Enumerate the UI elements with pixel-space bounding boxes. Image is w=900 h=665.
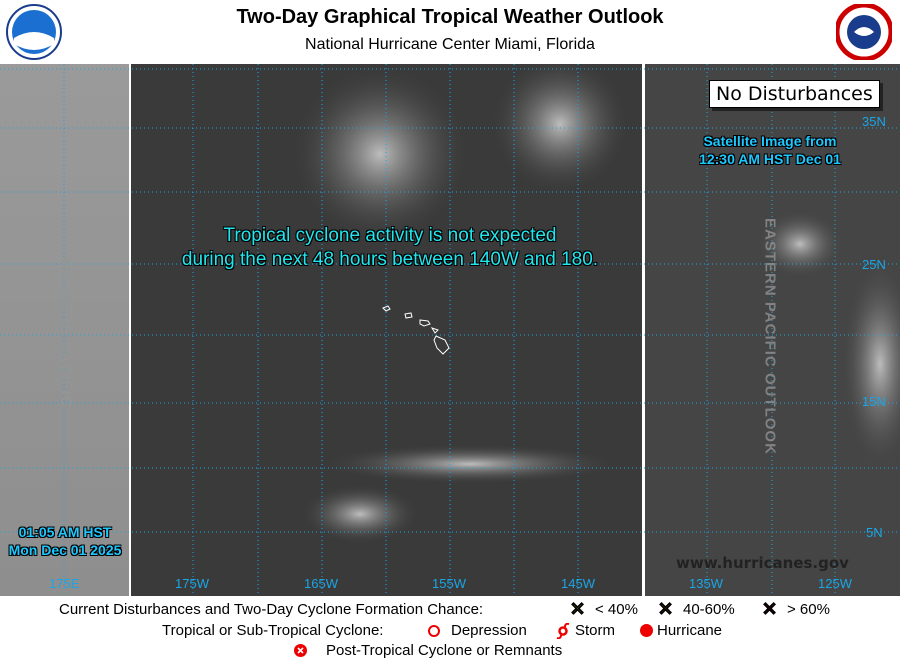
lon-label: 135W [689,576,723,591]
satellite-line-1: Satellite Image from [703,133,837,149]
grid-lines [0,64,900,596]
hurricane-label: Hurricane [657,622,723,639]
message-line-1: Tropical cyclone activity is not expecte… [223,225,557,246]
post-tropical-icon [294,644,307,657]
satellite-map: WESTERN PACIFIC EASTERN PACIFIC OUTLOOK … [0,64,900,596]
noaa-logo [6,4,62,60]
lon-label: 165W [304,576,338,591]
low-chance-x-icon: ✕ [569,599,586,620]
lat-label: 35N [862,114,886,129]
page-title: Two-Day Graphical Tropical Weather Outlo… [236,6,664,28]
website-watermark: www.hurricanes.gov [676,554,849,572]
depression-label: Depression [451,622,527,639]
legend: Current Disturbances and Two-Day Cyclone… [0,596,900,665]
page-subtitle: National Hurricane Center Miami, Florida [305,36,595,53]
lat-label: 25N [862,257,886,272]
formation-chance-label: Current Disturbances and Two-Day Cyclone… [59,601,484,618]
lon-label: 125W [818,576,852,591]
cyclone-label: Tropical or Sub-Tropical Cyclone: [162,622,384,639]
storm-label: Storm [575,622,616,639]
header: Two-Day Graphical Tropical Weather Outlo… [0,0,900,64]
lat-label: 15N [862,394,886,409]
no-disturbances-box: No Disturbances [709,80,880,108]
message-line-2: during the next 48 hours between 140W an… [181,249,599,270]
high-chance-label: > 60% [787,601,830,618]
outlook-message: Tropical cyclone activity is not expecte… [130,224,650,272]
lon-label: 175E [49,576,80,591]
lon-label: 145W [561,576,595,591]
medium-chance-label: 40-60% [683,601,735,618]
western-pacific-label: WESTERN PACIFIC [57,254,75,408]
depression-icon [428,625,440,637]
nws-logo [836,4,892,60]
low-chance-label: < 40% [595,601,638,618]
storm-icon [556,623,570,639]
post-tropical-label: Post-Tropical Cyclone or Remnants [326,642,563,659]
lon-label: 155W [432,576,466,591]
eastern-pacific-label: EASTERN PACIFIC OUTLOOK [761,218,779,455]
satellite-line-2: 12:30 AM HST Dec 01 [699,151,841,167]
hawaii-islands [382,305,450,355]
map-background [0,64,900,596]
medium-chance-x-icon: ✕ [657,599,674,620]
issue-time: 01:05 AM HST Mon Dec 01 2025 [0,523,130,559]
hurricane-icon [640,624,653,637]
high-chance-x-icon: ✕ [761,599,778,620]
lat-label: 5N [866,525,883,540]
lon-label: 175W [175,576,209,591]
time-line-2: Mon Dec 01 2025 [8,542,122,558]
satellite-time: Satellite Image from 12:30 AM HST Dec 01 [660,132,880,168]
time-line-1: 01:05 AM HST [18,524,112,540]
